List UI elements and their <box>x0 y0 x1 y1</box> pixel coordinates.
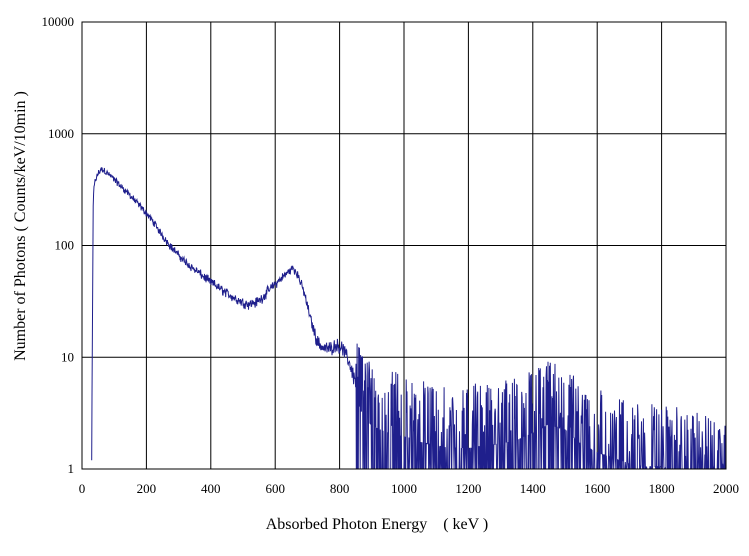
y-tick-label: 1 <box>68 461 75 476</box>
y-tick-label: 100 <box>55 238 75 253</box>
x-tick-labels: 0 200 400 600 800 1000 1200 1400 1600 1800 2000 <box>79 481 739 496</box>
x-tick-label: 200 <box>137 481 157 496</box>
x-tick-label: 0 <box>79 481 86 496</box>
series-layer <box>91 167 726 470</box>
x-tick-label: 600 <box>265 481 285 496</box>
x-tick-label: 1000 <box>391 481 417 496</box>
spectrum-series-line <box>91 167 726 470</box>
x-tick-label: 1800 <box>649 481 675 496</box>
y-tick-label: 10 <box>61 349 74 364</box>
y-tick-label: 10000 <box>42 14 75 29</box>
x-tick-label: 1200 <box>455 481 481 496</box>
x-tick-label: 1600 <box>584 481 610 496</box>
x-tick-label: 1400 <box>520 481 546 496</box>
plot-frame <box>81 21 727 470</box>
x-axis-title: Absorbed Photon Energy ( keV ) <box>266 516 489 533</box>
x-tick-label: 2000 <box>713 481 739 496</box>
y-axis-title: Number of Photons ( Counts/keV/10min ) <box>12 91 29 361</box>
x-tick-label: 800 <box>330 481 350 496</box>
y-tick-label: 1000 <box>48 126 74 141</box>
horizontal-gridlines <box>82 133 726 358</box>
y-tick-labels: 1 10 100 1000 10000 <box>42 14 75 476</box>
x-tick-label: 400 <box>201 481 221 496</box>
